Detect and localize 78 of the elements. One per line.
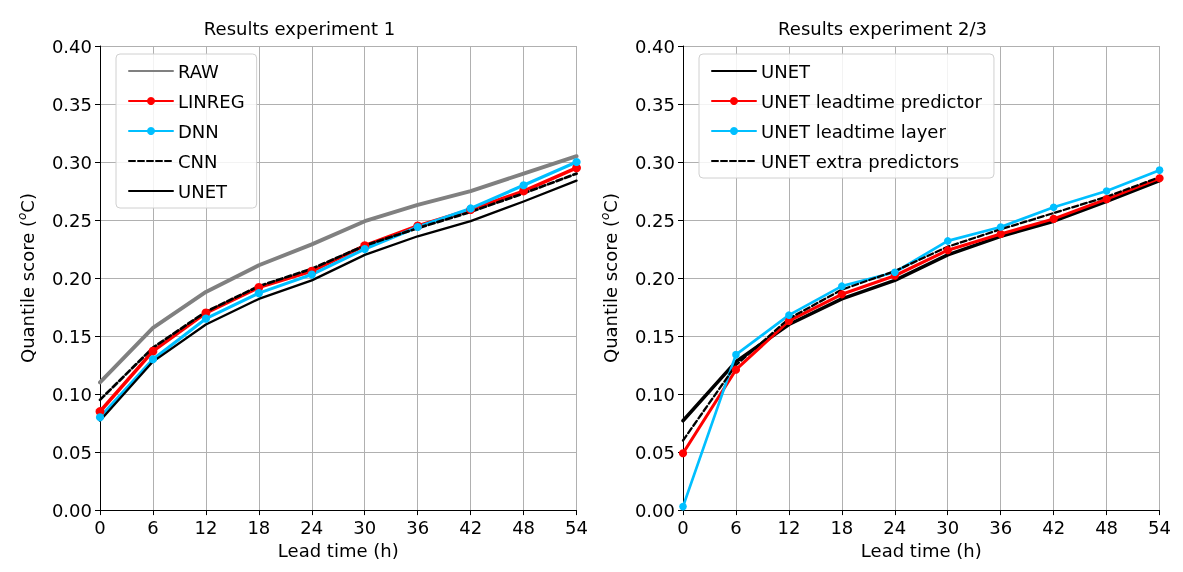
y-tick-label: 0.35 [634, 93, 675, 115]
legend-label: RAW [178, 60, 220, 82]
point [1102, 187, 1111, 195]
x-tick-label: 24 [883, 516, 907, 538]
y-tick-label: 0.20 [51, 267, 92, 289]
x-tick-label: 6 [147, 516, 159, 538]
point [678, 449, 688, 458]
y-axis-title: Quantile score (oC) [15, 193, 38, 364]
point [148, 355, 158, 364]
point [732, 350, 740, 359]
legend-label: DNN [178, 120, 219, 142]
y-tick-label: 0.20 [634, 267, 675, 289]
point [360, 244, 369, 254]
legend-label: UNET leadtime predictor [761, 90, 983, 112]
y-tick-label: 0.00 [51, 499, 92, 521]
y-tick-label: 0.15 [634, 325, 675, 347]
y-axis-title: Quantile score (oC) [598, 193, 621, 364]
x-axis-title: Lead time (h) [860, 539, 982, 561]
point [148, 346, 158, 356]
point [837, 290, 846, 299]
x-tick-label: 30 [353, 516, 377, 538]
point [838, 282, 846, 290]
point [1102, 195, 1111, 204]
y-tick-label: 0.25 [51, 209, 92, 231]
point [943, 237, 952, 245]
y-tick-label: 0.15 [51, 325, 92, 347]
y-tick-label: 0.05 [51, 441, 92, 463]
point [1049, 214, 1058, 223]
y-tick-label: 0.35 [51, 93, 92, 115]
x-tick-label: 6 [730, 516, 742, 538]
point [307, 270, 316, 279]
y-tick-label: 0.05 [634, 441, 675, 463]
x-tick-label: 18 [247, 516, 271, 538]
x-tick-label: 54 [565, 516, 588, 538]
y-tick-label: 0.10 [51, 383, 92, 405]
y-tick-label: 0.10 [634, 383, 675, 405]
x-tick-label: 42 [1042, 516, 1066, 538]
point [1155, 166, 1164, 174]
x-tick-label: 48 [512, 516, 536, 538]
point [519, 181, 528, 190]
point [95, 413, 105, 422]
x-tick-label: 0 [677, 516, 689, 538]
y-tick-label: 0.40 [51, 35, 92, 57]
point [254, 289, 263, 298]
y-tick-label: 0.30 [634, 151, 675, 173]
x-tick-label: 24 [300, 516, 324, 538]
legend-label: LINREG [178, 90, 245, 112]
x-tick-label: 36 [406, 516, 430, 538]
legend-label: CNN [178, 150, 218, 172]
legend-label: UNET leadtime layer [761, 120, 947, 142]
x-tick-label: 12 [194, 516, 218, 538]
legend-label: UNET [761, 60, 812, 82]
x-tick-label: 30 [936, 516, 960, 538]
x-axis-title: Lead time (h) [277, 539, 399, 561]
point [943, 246, 952, 255]
chart-title: Results experiment 1 [203, 17, 396, 39]
chart-title: Results experiment 2/3 [778, 17, 987, 39]
x-tick-label: 12 [777, 516, 801, 538]
point [996, 223, 1005, 231]
y-tick-label: 0.30 [51, 151, 92, 173]
x-tick-label: 48 [1095, 516, 1119, 538]
x-tick-label: 18 [830, 516, 854, 538]
point [731, 365, 741, 374]
x-tick-label: 54 [1148, 516, 1171, 538]
x-tick-label: 42 [459, 516, 483, 538]
y-tick-label: 0.40 [634, 35, 675, 57]
x-tick-label: 36 [989, 516, 1013, 538]
y-tick-label: 0.25 [634, 209, 675, 231]
legend-label: UNET extra predictors [761, 150, 960, 172]
point [785, 311, 793, 319]
legend-label: UNET [178, 180, 229, 202]
point [1155, 174, 1164, 183]
x-tick-label: 0 [94, 516, 106, 538]
point [996, 229, 1005, 239]
point [572, 157, 581, 167]
y-tick-label: 0.00 [634, 499, 675, 521]
point [201, 314, 210, 323]
point [1049, 203, 1058, 212]
